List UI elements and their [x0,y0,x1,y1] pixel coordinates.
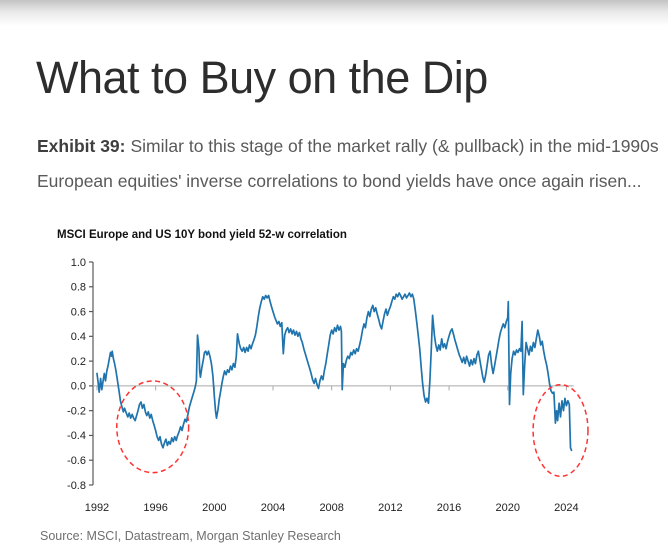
exhibit-number-label: Exhibit 39: [37,135,126,156]
x-axis-tick-label: 2016 [437,502,461,514]
x-axis-tick-label: 2012 [378,502,402,514]
x-axis-tick-label: 2000 [202,502,226,514]
y-axis-tick-label: -0.6 [67,455,86,467]
y-axis-tick-label: 0.0 [71,381,86,393]
x-axis-tick-label: 2020 [495,502,519,514]
y-axis-tick-label: 0.2 [71,356,86,368]
x-axis-tick-label: 2008 [319,502,343,514]
y-axis-tick-label: -0.4 [67,430,86,442]
correlation-series-line [96,292,573,452]
y-axis-tick-label: 0.8 [71,282,86,294]
x-axis-tick-label: 2024 [554,502,578,514]
dashed-ellipse-annotation [532,383,589,478]
dashed-ellipse-annotation [116,380,190,474]
correlation-line-chart: 1.0 0.8 0.6 0.4 0.2 0.0 -0.2 -0.4 -0.6 -0.8 1992 19… [67,257,589,514]
y-axis-tick-label: -0.8 [67,480,86,492]
x-axis-tick-label: 1996 [143,502,167,514]
source-note: Source: MSCI, Datastream, Morgan Stanley… [40,529,341,543]
exhibit-caption: Exhibit 39: Similar to this stage of the … [37,129,659,199]
chart-title: MSCI Europe and US 10Y bond yield 52-w c… [57,229,347,241]
x-axis-tick-label: 1992 [85,502,109,514]
exhibit-caption-text: Similar to this stage of the market rall… [37,135,659,191]
y-axis-tick-label: 0.4 [71,331,86,343]
y-axis-tick-label: -0.2 [67,405,86,417]
page-top-gradient [0,0,668,26]
page-title: What to Buy on the Dip [36,52,488,104]
y-axis-tick-label: 0.6 [71,306,86,318]
y-axis-tick-label: 1.0 [71,257,86,269]
x-axis-tick-label: 2004 [261,502,285,514]
